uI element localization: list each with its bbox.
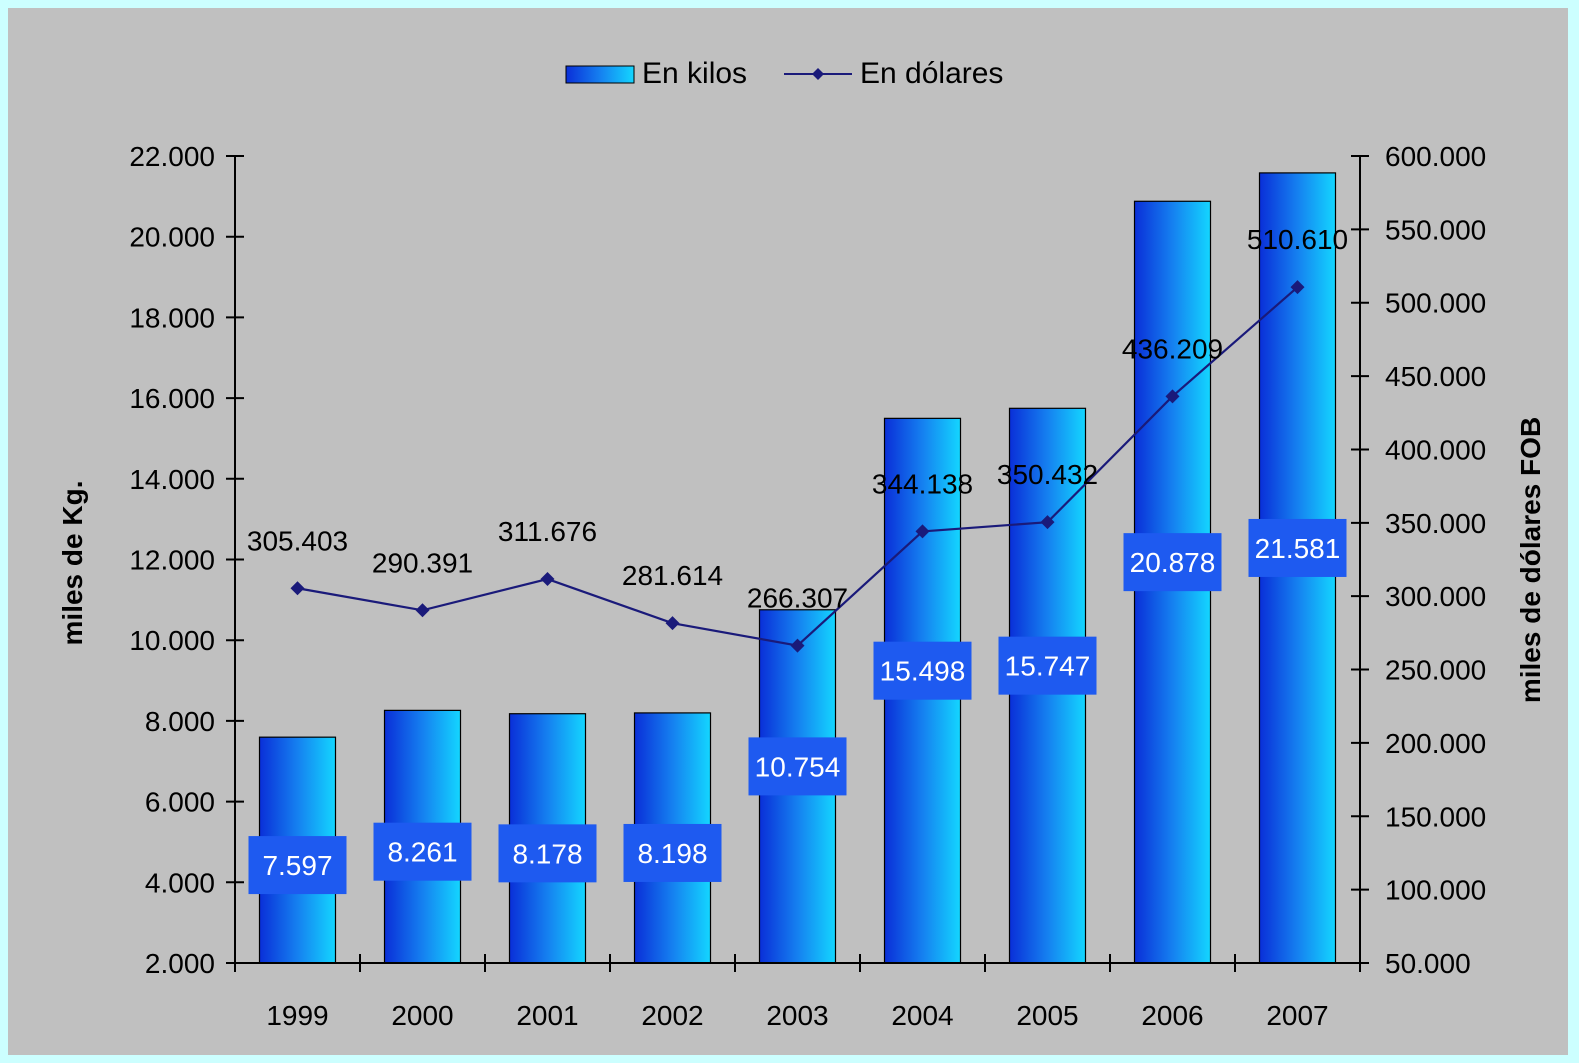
line-data-label-2000: 290.391	[372, 547, 473, 578]
y2-tick-label: 500.000	[1385, 288, 1486, 319]
bar-data-label-2001: 8.178	[498, 824, 597, 883]
bar-label-text: 15.498	[880, 656, 966, 687]
y2-tick-label: 450.000	[1385, 361, 1486, 392]
x-tick-label-2001: 2001	[516, 1000, 578, 1031]
y-tick-label: 10.000	[129, 625, 215, 656]
data-labels: 7.597 8.261 8.178 8.198 10.754 15.498 15.747 20…	[247, 224, 1348, 895]
x-tick-label-2004: 2004	[891, 1000, 953, 1031]
marker-dollars-2000	[415, 603, 430, 618]
marker-dollars-2007	[1290, 280, 1305, 295]
combo-chart: 2.000 4.000 6.000 8.000 10.000 12.000 14.000 16…	[57, 57, 1546, 1031]
legend-marker-dollars	[812, 68, 824, 80]
bar-label-text: 15.747	[1005, 651, 1091, 682]
bar-label-box	[998, 636, 1097, 695]
bar-data-label-2007: 21.581	[1248, 518, 1347, 577]
line-data-label-2006: 436.209	[1122, 333, 1223, 364]
bar-label-box	[748, 737, 847, 796]
y-tick-label: 4.000	[145, 867, 215, 898]
marker-dollars-2006	[1165, 389, 1180, 404]
y2-axis-title: miles de dólares FOB	[1515, 417, 1546, 703]
bar-label-text: 7.597	[262, 850, 332, 881]
bar-data-label-2005: 15.747	[998, 636, 1097, 695]
marker-dollars-2002	[665, 616, 680, 631]
y-tick-label: 16.000	[129, 383, 215, 414]
marker-dollars-2001	[540, 572, 555, 587]
bar-label-text: 8.198	[637, 838, 707, 869]
line-data-label-2004: 344.138	[872, 468, 973, 499]
y2-tick-label: 100.000	[1385, 875, 1486, 906]
bar-label-box	[1123, 533, 1222, 592]
line-data-label-2007: 510.610	[1247, 224, 1348, 255]
bar-label-box	[248, 836, 347, 895]
marker-dollars-2004	[915, 524, 930, 539]
y2-tick-label: 300.000	[1385, 581, 1486, 612]
line-data-label-2001: 311.676	[498, 516, 597, 547]
y2-tick-label: 400.000	[1385, 434, 1486, 465]
y2-tick-label: 150.000	[1385, 801, 1486, 832]
y-tick-label: 14.000	[129, 464, 215, 495]
bar-label-text: 20.878	[1130, 547, 1216, 578]
bar-label-text: 8.178	[512, 838, 582, 869]
y-tick-label: 22.000	[129, 141, 215, 172]
x-tick-label-2007: 2007	[1266, 1000, 1328, 1031]
y-tick-label: 12.000	[129, 545, 215, 576]
line-data-label-2003: 266.307	[747, 583, 848, 614]
dollar-series-line	[290, 280, 1305, 653]
x-tick-label-2002: 2002	[641, 1000, 703, 1031]
y-tick-label: 18.000	[129, 302, 215, 333]
x-tick-label-2006: 2006	[1141, 1000, 1203, 1031]
y-tick-label: 6.000	[145, 787, 215, 818]
y-tick-label: 2.000	[145, 948, 215, 979]
x-tick-label-2003: 2003	[766, 1000, 828, 1031]
bar-data-label-2000: 8.261	[373, 822, 472, 881]
y-axis-title: miles de Kg.	[57, 481, 88, 646]
bar-label-box	[498, 824, 597, 883]
x-tick-label-2005: 2005	[1016, 1000, 1078, 1031]
bar-label-box	[373, 822, 472, 881]
bar-label-text: 21.581	[1255, 533, 1341, 564]
marker-dollars-1999	[290, 581, 305, 596]
y2-tick-label: 250.000	[1385, 655, 1486, 686]
x-tick-label-1999: 1999	[266, 1000, 328, 1031]
bar-data-label-1999: 7.597	[248, 836, 347, 895]
legend-swatch-kilos	[565, 65, 635, 84]
line-data-label-1999: 305.403	[247, 525, 348, 556]
bar-data-label-2002: 8.198	[623, 823, 722, 882]
line-data-label-2005: 350.432	[997, 459, 1098, 490]
bar-data-label-2003: 10.754	[748, 737, 847, 796]
y-tick-label: 8.000	[145, 706, 215, 737]
y2-tick-label: 200.000	[1385, 728, 1486, 759]
legend-label-kilos: En kilos	[642, 57, 747, 90]
x-tick-label-2000: 2000	[391, 1000, 453, 1031]
legend-label-dollars: En dólares	[860, 57, 1003, 90]
bar-label-box	[623, 823, 722, 882]
bar-data-label-2004: 15.498	[873, 641, 972, 700]
axes: 2.000 4.000 6.000 8.000 10.000 12.000 14.000 16…	[129, 141, 1486, 1031]
y2-tick-label: 600.000	[1385, 141, 1486, 172]
marker-dollars-2005	[1040, 515, 1055, 530]
bar-label-text: 10.754	[755, 751, 841, 782]
bar-data-label-2006: 20.878	[1123, 533, 1222, 592]
chart-area: 2.000 4.000 6.000 8.000 10.000 12.000 14.000 16…	[8, 8, 1568, 1055]
y2-tick-label: 550.000	[1385, 214, 1486, 245]
legend: En kilos En dólares	[565, 57, 1003, 90]
y2-tick-label: 350.000	[1385, 508, 1486, 539]
y-tick-label: 20.000	[129, 222, 215, 253]
bar-label-text: 8.261	[387, 837, 457, 868]
marker-dollars-2003	[790, 638, 805, 653]
line-data-label-2002: 281.614	[622, 560, 723, 591]
bar-label-box	[873, 641, 972, 700]
bar-label-box	[1248, 518, 1347, 577]
y2-tick-label: 50.000	[1385, 948, 1471, 979]
